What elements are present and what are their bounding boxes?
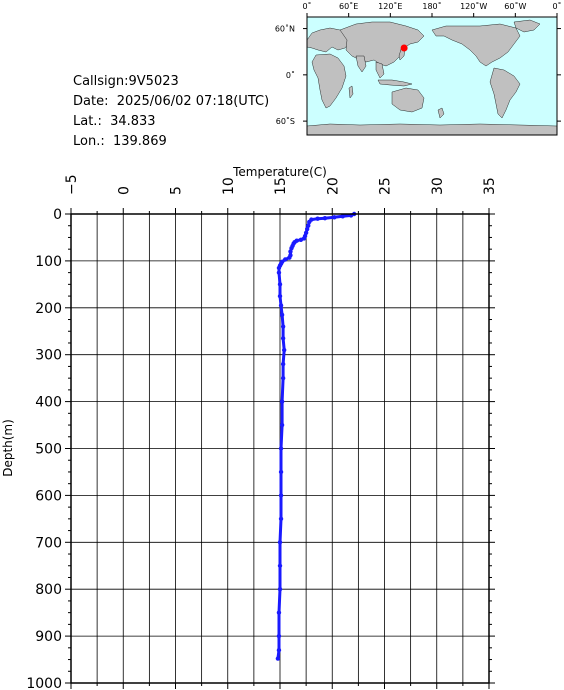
profile-point — [275, 656, 281, 661]
land-mass — [306, 27, 351, 53]
map-lon-label: 180˚ — [422, 1, 441, 11]
land-mass — [306, 123, 558, 136]
x-tick-labels: −5 0 5 10 15 20 25 30 35 — [64, 174, 498, 195]
profile-point — [276, 647, 282, 653]
plot-frame — [70, 213, 490, 684]
map-lon-label: 120˚E — [378, 1, 402, 11]
y-axis-title: Depth(m) — [1, 419, 15, 477]
land-mass — [437, 107, 445, 119]
land-mass — [377, 79, 413, 87]
x-tick-label: 25 — [378, 177, 394, 195]
profile-point — [307, 219, 312, 225]
x-tick-label: 5 — [169, 186, 185, 195]
land-mass — [348, 85, 354, 99]
temperature-depth-plot: −5 0 5 10 15 20 25 30 35 01002003004005006007008… — [1, 165, 498, 690]
map-lon-label: 60˚E — [339, 1, 358, 11]
y-tick-labels: 0 100 200 300 400 500 600 700 800 900 1000 — [26, 207, 62, 690]
date-text: Date: 2025/06/02 07:18(UTC) — [73, 94, 270, 109]
map-lat-label: 60˚N — [275, 24, 295, 34]
map-axis-labels: 0˚ 60˚E 120˚E 180˚ 120˚W 60˚W 0˚ 60˚N 0˚ 60˚S — [275, 1, 562, 126]
x-tick-label: −5 — [64, 174, 80, 195]
y-tick-label: 900 — [35, 629, 62, 645]
x-tick-label: 20 — [325, 177, 341, 195]
y-tick-label: 800 — [35, 582, 62, 598]
profile-point — [276, 270, 282, 275]
x-tick-label: 30 — [430, 177, 446, 195]
y-tick-label: 400 — [35, 395, 62, 411]
profile-point — [280, 324, 286, 329]
y-tick-label: 300 — [35, 348, 62, 364]
profile-point — [322, 216, 328, 221]
y-tick-label: 500 — [35, 442, 62, 458]
profile-point — [298, 237, 304, 242]
profile-point — [280, 336, 286, 341]
profile-point — [277, 563, 283, 568]
profile-point — [304, 226, 310, 232]
profile-point — [315, 216, 320, 221]
temperature-profile-points — [275, 211, 357, 661]
x-tick-label: 15 — [273, 177, 289, 195]
x-axis-title: Temperature(C) — [232, 165, 327, 179]
profile-point — [280, 375, 286, 381]
y-tick-label: 700 — [35, 535, 62, 551]
profile-point — [283, 257, 288, 262]
map-lon-label: 120˚W — [460, 1, 487, 11]
y-tick-label: 200 — [35, 301, 62, 317]
map-ticks — [303, 13, 561, 122]
profile-point — [332, 215, 337, 220]
profile-point — [281, 347, 287, 353]
profile-point — [278, 303, 284, 308]
profile-point — [279, 422, 285, 428]
y-tick-label: 100 — [35, 254, 62, 270]
profile-point — [278, 469, 284, 475]
land-mass — [311, 53, 347, 109]
map-land — [306, 19, 558, 136]
profile-point — [277, 587, 283, 592]
land-mass — [489, 67, 521, 119]
land-mass — [375, 61, 385, 79]
map-lat-label: 60˚S — [276, 116, 295, 126]
x-tick-label: 10 — [221, 177, 237, 195]
profile-point — [280, 361, 286, 367]
map-lat-label: 0˚ — [286, 70, 295, 80]
profile-point — [276, 633, 282, 639]
y-tick-label: 0 — [53, 207, 62, 223]
map-lon-label: 60˚W — [504, 1, 526, 11]
profile-point — [279, 312, 285, 318]
profile-point — [277, 540, 283, 545]
profile-point — [278, 516, 284, 522]
land-mass — [391, 87, 425, 113]
profile-point — [278, 446, 284, 451]
world-map: 0˚ 60˚E 120˚E 180˚ 120˚W 60˚W 0˚ 60˚N 0˚ 60˚S — [275, 1, 562, 136]
land-mass — [355, 55, 367, 73]
profile-point — [277, 293, 283, 299]
land-mass — [513, 19, 541, 33]
map-border — [306, 16, 558, 136]
profile-point — [279, 399, 285, 404]
y-tick-label: 1000 — [26, 676, 62, 690]
profile-point — [288, 249, 293, 254]
profile-point — [340, 214, 345, 219]
x-tick-label: 35 — [482, 177, 498, 195]
land-mass — [431, 23, 521, 67]
profile-point — [276, 610, 282, 615]
map-lon-label: 0˚ — [302, 1, 311, 11]
y-tick-label: 600 — [35, 488, 62, 504]
profile-point — [276, 265, 282, 271]
map-lon-label: 0˚ — [552, 1, 561, 11]
callsign-text: Callsign:9V5023 — [73, 74, 179, 89]
profile-point — [277, 282, 283, 287]
longitude-text: Lon.: 139.869 — [73, 134, 167, 149]
location-marker — [400, 44, 408, 52]
latitude-text: Lat.: 34.833 — [73, 114, 156, 129]
x-tick-label: 0 — [116, 186, 132, 195]
profile-point — [278, 493, 284, 498]
profile-point — [287, 255, 292, 260]
